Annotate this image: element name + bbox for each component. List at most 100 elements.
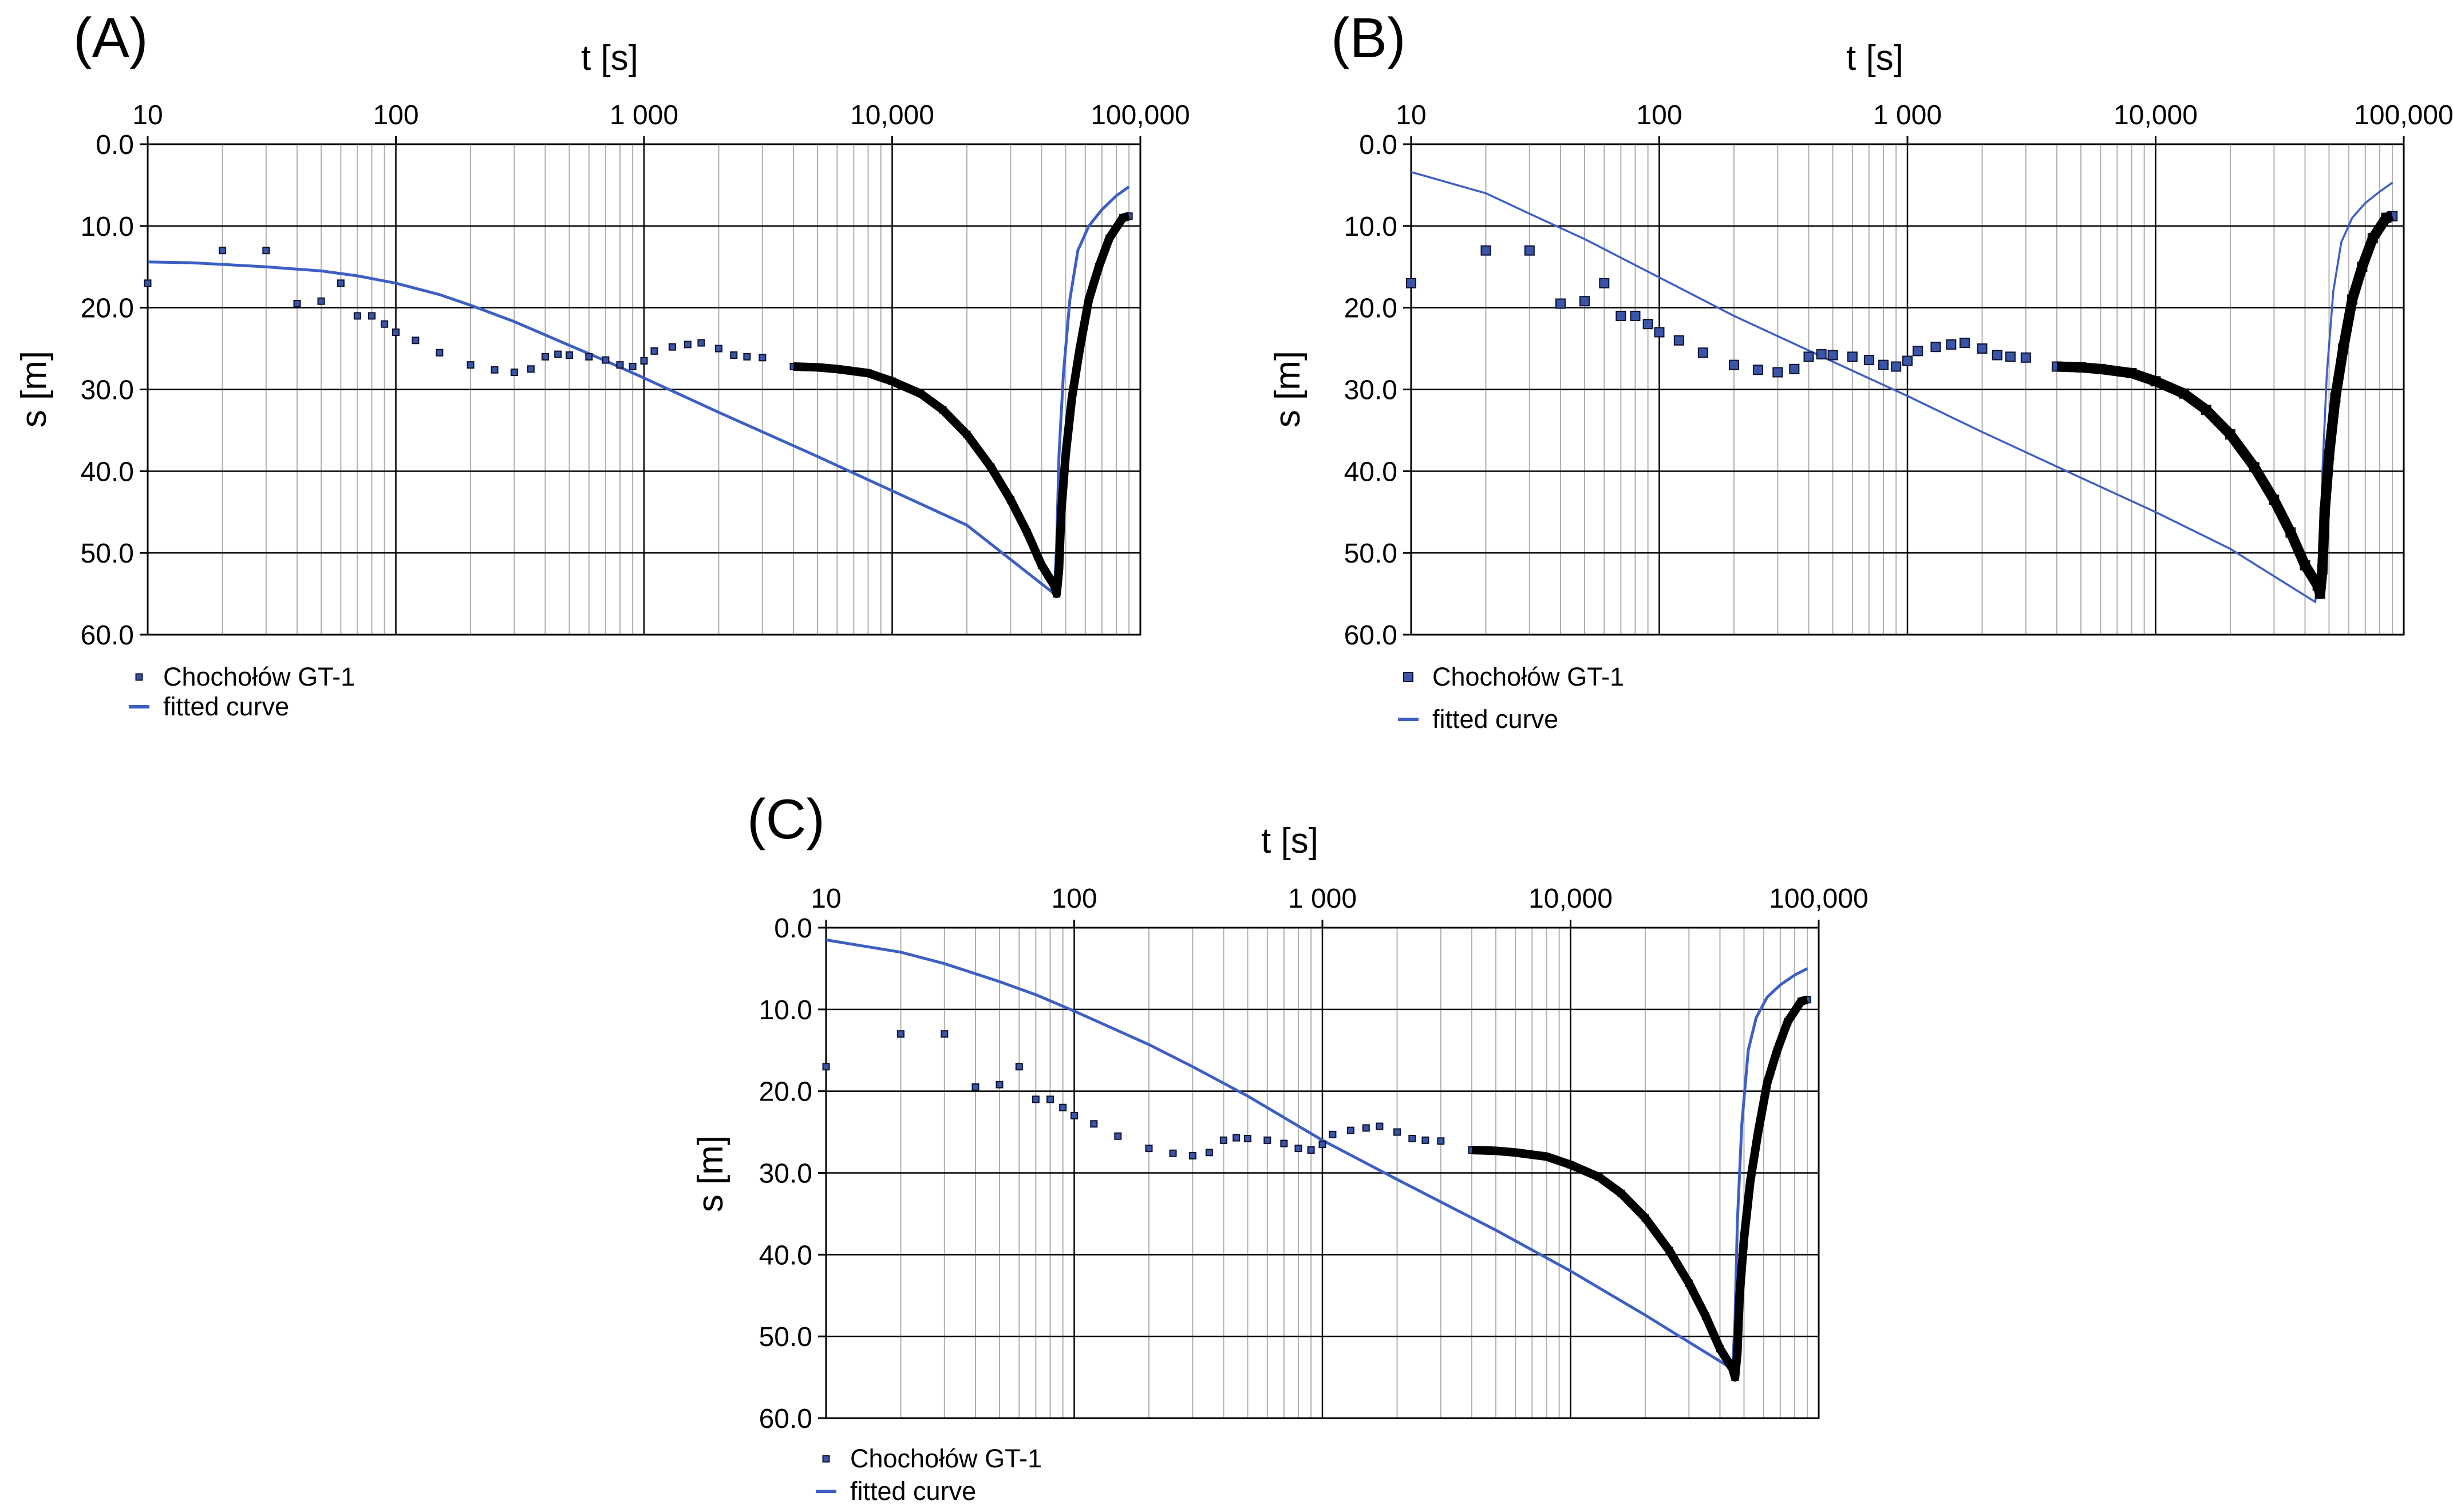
- data-point: [1233, 1134, 1241, 1142]
- data-point: [1912, 346, 1923, 357]
- y-tick-label: 40.0: [1344, 457, 1397, 487]
- y-axis-title: s [m]: [14, 351, 54, 428]
- data-point: [262, 247, 270, 255]
- legend-label-fitted: fitted curve: [850, 1477, 976, 1506]
- legend-label-observations: Chochołów GT-1: [1432, 662, 1624, 691]
- data-point: [1437, 1137, 1445, 1145]
- data-point: [436, 349, 444, 357]
- x-tick-label: 1 000: [1873, 100, 1942, 130]
- data-point: [2020, 352, 2031, 363]
- data-point: [1615, 310, 1626, 321]
- data-point: [1071, 1112, 1078, 1120]
- y-tick-label: 30.0: [81, 375, 134, 406]
- legend-marker-symbol: [1403, 672, 1413, 682]
- y-tick-label: 50.0: [81, 539, 134, 569]
- panel-label: (B): [1331, 6, 1406, 69]
- y-tick-label: 40.0: [759, 1240, 812, 1270]
- data-point: [1579, 296, 1590, 307]
- data-point: [1524, 245, 1535, 256]
- data-point: [510, 369, 518, 377]
- panel-label: (C): [747, 787, 825, 850]
- data-point: [1188, 1152, 1196, 1160]
- data-point: [1114, 1132, 1122, 1140]
- x-tick-label: 100,000: [2354, 100, 2453, 130]
- data-point: [527, 365, 535, 373]
- data-point: [368, 312, 376, 320]
- x-axis-title: t [s]: [1261, 821, 1318, 861]
- data-point: [1090, 1120, 1098, 1128]
- data-point: [1329, 1130, 1337, 1138]
- y-tick-label: 30.0: [759, 1159, 812, 1189]
- chart-panel-a: 10 100 1 000 10,000 100,000 0.0 10.0 20.0 30.0 40…: [14, 6, 1190, 721]
- data-point: [1406, 278, 1416, 288]
- data-point: [491, 366, 499, 374]
- data-point: [1642, 319, 1653, 330]
- x-tick-label: 1 000: [1288, 884, 1357, 914]
- data-point: [1169, 1149, 1177, 1157]
- data-point: [1219, 1136, 1227, 1144]
- x-tick-label: 100: [373, 100, 418, 130]
- data-point: [381, 320, 389, 328]
- x-tick-label: 10: [1396, 100, 1426, 130]
- fitted-curve-series: [147, 185, 1130, 597]
- data-point: [554, 350, 562, 358]
- y-axis-title: s [m]: [1268, 351, 1308, 428]
- data-point: [1280, 1139, 1288, 1147]
- panel-label: (A): [73, 6, 148, 69]
- data-point: [1772, 367, 1783, 378]
- legend-marker-symbol: [822, 1455, 830, 1463]
- data-point: [1902, 355, 1913, 366]
- data-point: [566, 351, 574, 359]
- data-point: [640, 357, 648, 365]
- x-tick-label: 100,000: [1091, 100, 1190, 130]
- y-axis-title: s [m]: [691, 1135, 730, 1212]
- data-point: [697, 339, 705, 347]
- x-tick-label: 100,000: [1769, 884, 1869, 914]
- fitted-curve-line: [825, 938, 1808, 1372]
- dense-data-band: [1471, 995, 1809, 1382]
- data-point: [1673, 335, 1684, 346]
- data-point: [1977, 343, 1988, 354]
- y-tick-label: 10.0: [759, 995, 812, 1026]
- x-tick-label: 10: [132, 100, 163, 130]
- data-point: [1318, 1141, 1326, 1149]
- data-point: [1930, 342, 1941, 353]
- data-point: [1946, 339, 1957, 350]
- data-point: [353, 312, 361, 320]
- gridlines: [147, 143, 1141, 636]
- legend-label-fitted: fitted curve: [163, 692, 289, 721]
- fitted-curve-series: [825, 938, 1808, 1372]
- y-tick-label: 50.0: [1344, 539, 1397, 569]
- data-point: [1346, 1126, 1354, 1134]
- gridlines: [1410, 143, 2405, 636]
- data-point: [541, 353, 549, 361]
- data-point: [1827, 350, 1838, 361]
- data-point: [1992, 350, 2002, 361]
- data-point: [1421, 1136, 1429, 1144]
- y-tick-label: 30.0: [1344, 375, 1397, 406]
- data-point: [337, 279, 345, 287]
- y-tick-label: 60.0: [759, 1404, 812, 1434]
- x-tick-label: 10,000: [1528, 884, 1613, 914]
- y-tick-label: 40.0: [81, 457, 134, 487]
- y-tick-label: 20.0: [1344, 294, 1397, 324]
- data-point: [1376, 1122, 1384, 1130]
- data-point: [971, 1083, 979, 1091]
- data-point: [1959, 338, 1970, 349]
- data-point: [1847, 351, 1858, 362]
- data-point: [1244, 1135, 1252, 1143]
- data-point: [602, 356, 610, 364]
- data-point: [317, 297, 325, 305]
- x-tick-label: 10,000: [2114, 100, 2198, 130]
- gridlines: [825, 927, 1820, 1419]
- data-point: [1891, 361, 1902, 372]
- x-tick-label: 100: [1051, 884, 1097, 914]
- data-point: [412, 337, 420, 345]
- observation-series: [144, 212, 1133, 599]
- data-point: [759, 354, 767, 362]
- fitted-curve-series: [1411, 171, 2393, 604]
